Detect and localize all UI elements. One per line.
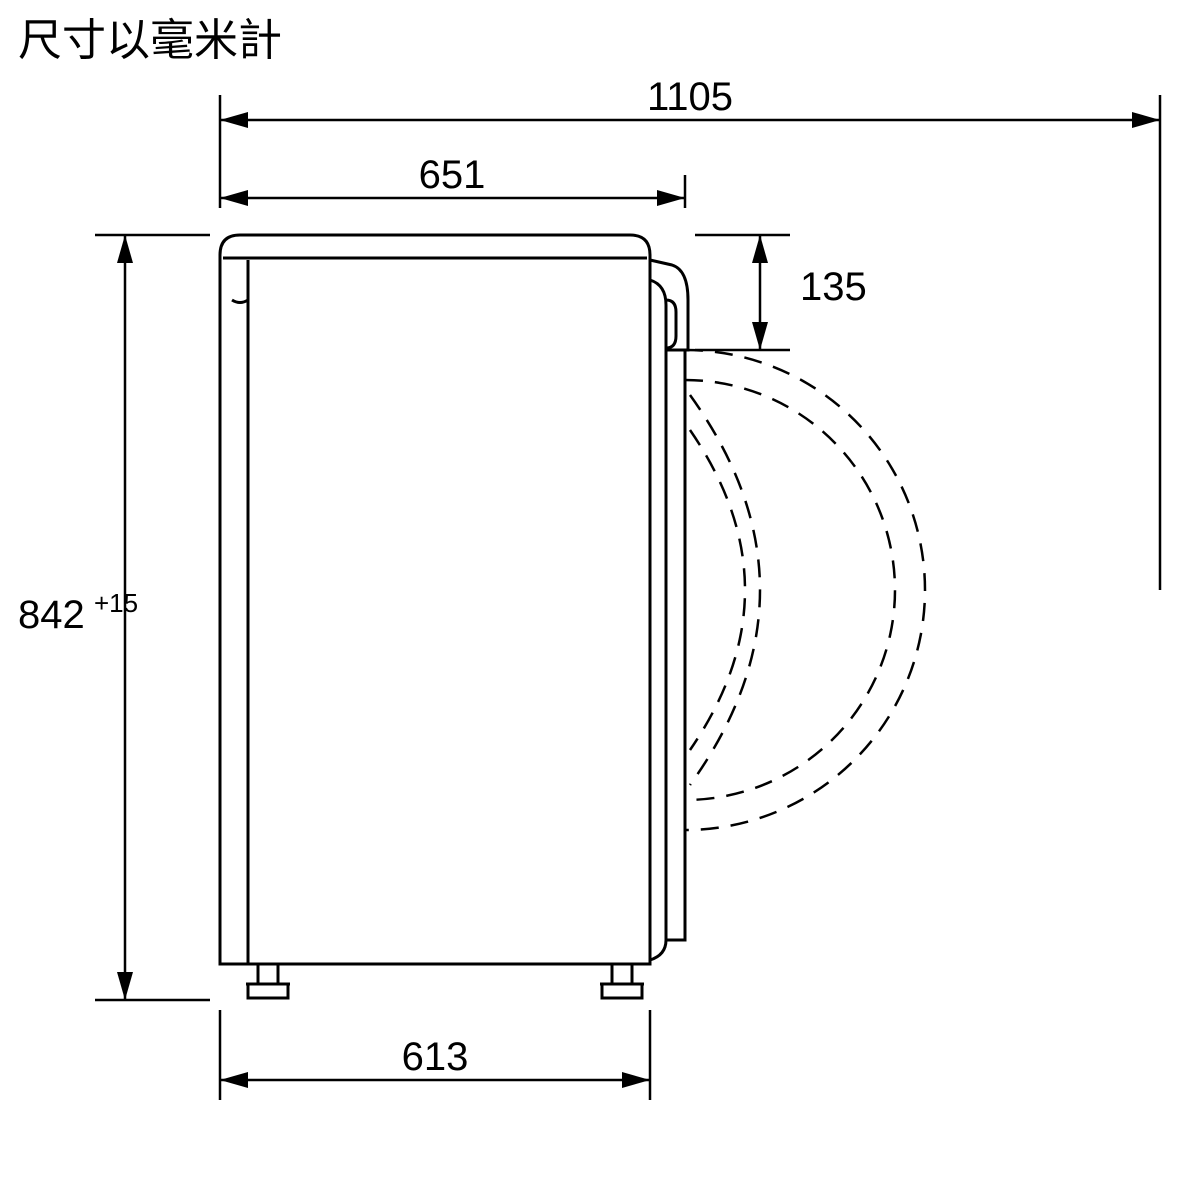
dim-1105-label: 1105 [647, 75, 733, 119]
dimension-613: 613 [220, 1010, 650, 1100]
dimension-drawing: 尺寸以毫米計 [0, 0, 1200, 1200]
dim-613-label: 613 [402, 1035, 469, 1079]
dim-651-label: 651 [419, 153, 486, 197]
foot-front [600, 964, 644, 998]
dim-842-label: 842 [18, 593, 85, 637]
title-label: 尺寸以毫米計 [18, 16, 282, 65]
dimension-1105: 1105 [220, 75, 1160, 590]
foot-rear [246, 964, 290, 998]
dim-135-label: 135 [800, 265, 867, 309]
appliance-outline [220, 235, 688, 998]
door-swing [685, 350, 925, 830]
dimension-651: 651 [220, 130, 685, 208]
dim-842-tol: +15 [94, 588, 138, 618]
dimension-842: 842 +15 [18, 235, 210, 1000]
dimension-135: 135 [695, 235, 867, 350]
